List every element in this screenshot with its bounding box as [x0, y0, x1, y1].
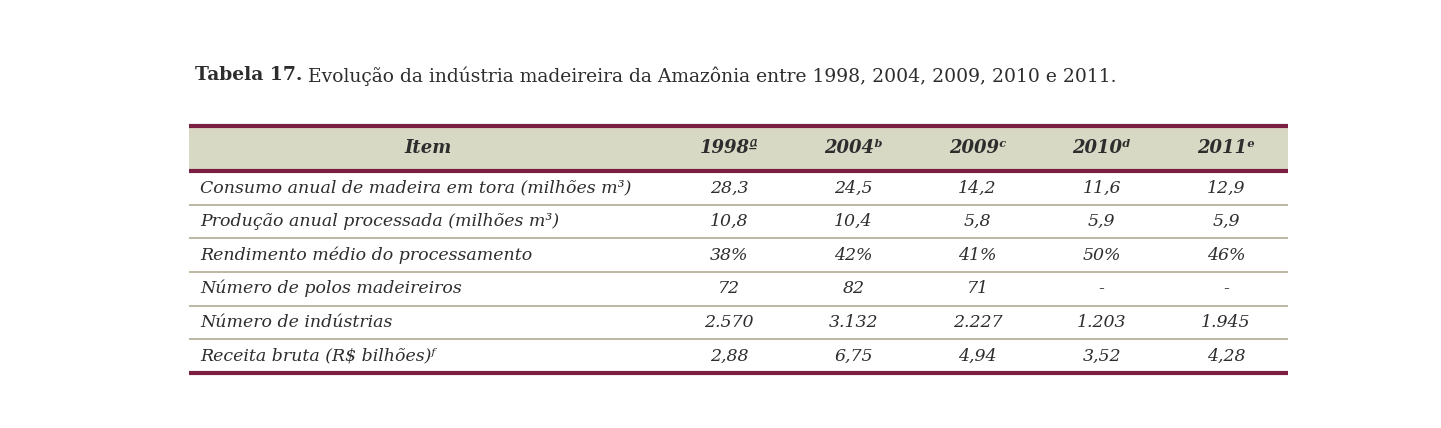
Text: -: -: [1223, 280, 1229, 297]
Text: 14,2: 14,2: [958, 179, 997, 196]
Text: 2004ᵇ: 2004ᵇ: [824, 140, 883, 158]
Text: 1.945: 1.945: [1202, 314, 1251, 331]
Text: Número de polos madeireiros: Número de polos madeireiros: [200, 280, 463, 297]
Text: Número de indústrias: Número de indústrias: [200, 314, 392, 331]
Text: Item: Item: [405, 140, 451, 158]
Text: 2.570: 2.570: [705, 314, 754, 331]
Text: 50%: 50%: [1082, 247, 1121, 264]
Text: 71: 71: [967, 280, 989, 297]
Text: 4,28: 4,28: [1206, 348, 1245, 364]
Text: 82: 82: [843, 280, 865, 297]
Text: 2,88: 2,88: [710, 348, 748, 364]
Text: 11,6: 11,6: [1082, 179, 1121, 196]
Text: Tabela 17.: Tabela 17.: [195, 66, 303, 84]
Text: Produção anual processada (milhões m³): Produção anual processada (milhões m³): [200, 213, 559, 230]
Text: Evolução da indústria madeireira da Amazônia entre 1998, 2004, 2009, 2010 e 2011: Evolução da indústria madeireira da Amaz…: [303, 66, 1117, 86]
Text: Consumo anual de madeira em tora (milhões m³): Consumo anual de madeira em tora (milhõe…: [200, 179, 631, 196]
Text: 41%: 41%: [958, 247, 997, 264]
Text: 1998ª: 1998ª: [700, 140, 758, 158]
Text: 24,5: 24,5: [834, 179, 873, 196]
Text: 72: 72: [718, 280, 741, 297]
Text: 4,94: 4,94: [958, 348, 997, 364]
Text: 12,9: 12,9: [1206, 179, 1245, 196]
Text: -: -: [1099, 280, 1105, 297]
Text: 28,3: 28,3: [710, 179, 748, 196]
Text: 10,8: 10,8: [710, 213, 748, 230]
Text: 5,9: 5,9: [1088, 213, 1115, 230]
Text: 5,9: 5,9: [1212, 213, 1239, 230]
Text: 3,52: 3,52: [1082, 348, 1121, 364]
Text: 38%: 38%: [710, 247, 748, 264]
Text: 2011ᵉ: 2011ᵉ: [1197, 140, 1255, 158]
Text: 5,8: 5,8: [964, 213, 991, 230]
Bar: [189, 125, 1288, 171]
Text: 3.132: 3.132: [829, 314, 878, 331]
Text: Receita bruta (R$ bilhões)ᶠ: Receita bruta (R$ bilhões)ᶠ: [200, 348, 435, 364]
Text: 46%: 46%: [1206, 247, 1245, 264]
Text: Rendimento médio do processamento: Rendimento médio do processamento: [200, 247, 533, 264]
Text: 2009ᶜ: 2009ᶜ: [948, 140, 1006, 158]
Text: 2010ᵈ: 2010ᵈ: [1072, 140, 1131, 158]
Text: 6,75: 6,75: [834, 348, 873, 364]
Text: 10,4: 10,4: [834, 213, 873, 230]
Text: 42%: 42%: [834, 247, 873, 264]
Text: 1.203: 1.203: [1076, 314, 1127, 331]
Text: 2.227: 2.227: [953, 314, 1003, 331]
